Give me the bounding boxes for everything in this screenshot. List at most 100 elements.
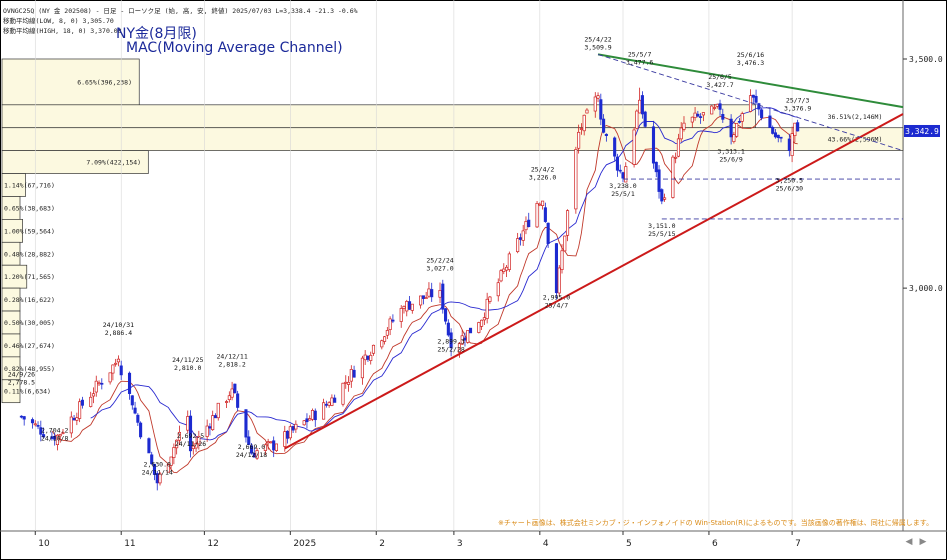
volume-profile-label: 1.20%(71,565): [4, 273, 55, 281]
candle-body: [712, 107, 717, 109]
price-annotation: 3,250.5: [776, 176, 803, 184]
candle-body: [488, 296, 492, 302]
candle-body: [139, 422, 143, 438]
candle-body: [679, 127, 683, 140]
candle-body: [385, 330, 389, 336]
candle-body: [366, 355, 370, 360]
price-annotation: 2,630.0: [144, 461, 171, 469]
volume-profile-label: 0.50%(30,005): [4, 319, 55, 327]
price-annotation: 3,151.0: [648, 222, 675, 230]
candle-body: [177, 431, 181, 441]
candle-body: [621, 172, 625, 179]
candle-body: [430, 289, 434, 298]
candle-body: [560, 250, 564, 270]
candle-body: [574, 149, 578, 210]
price-annotation: 3,027.0: [426, 265, 453, 273]
candle-body: [579, 128, 583, 130]
candle-body: [496, 282, 500, 297]
candle-body: [330, 397, 334, 406]
candle-body: [596, 95, 600, 99]
candle-body: [632, 129, 636, 165]
candle-body: [424, 297, 428, 299]
price-annotation: 3,376.9: [784, 104, 811, 112]
scroll-right-icon[interactable]: ▶: [919, 537, 927, 547]
candle-body: [291, 426, 295, 431]
y-tick-label: 3,500.0: [909, 55, 943, 64]
candle-body: [748, 95, 753, 112]
chart-title: NY金(8月限): [116, 26, 197, 42]
chart-subtitle: MAC(Moving Average Channel): [126, 40, 343, 56]
candle-body: [438, 290, 442, 298]
candle-body: [75, 417, 79, 421]
scroll-left-icon[interactable]: ◀: [905, 537, 913, 547]
candle-body: [42, 434, 46, 438]
candle-body: [399, 308, 403, 322]
candle-body: [324, 403, 328, 406]
candle-body: [244, 409, 248, 438]
candle-body: [541, 200, 545, 206]
candle-body: [796, 122, 800, 132]
volume-profile-label: 1.14%(67,716): [4, 182, 55, 190]
price-annotation: 2,810.0: [174, 364, 201, 372]
candle-body: [116, 358, 120, 363]
candle-body: [89, 396, 93, 407]
candle-body: [793, 122, 797, 136]
candle-body: [676, 138, 680, 157]
price-annotation: 25/4/7: [545, 301, 569, 309]
candle-body: [640, 95, 644, 115]
candle-body: [787, 138, 791, 151]
candle-body: [557, 267, 561, 294]
candle-body: [660, 189, 664, 202]
candle-body: [225, 401, 229, 403]
volume-profile-label: 0.82%(48,955): [4, 365, 55, 373]
volume-profile-bar: [1, 379, 21, 404]
candle-body: [768, 115, 772, 128]
candle-body: [563, 235, 567, 252]
price-annotation: 25/5/1: [611, 190, 635, 198]
candle-body: [543, 207, 547, 222]
price-annotation: 3,238.0: [609, 182, 636, 190]
candle-body: [693, 112, 697, 118]
price-annotation: 3,226.0: [529, 174, 556, 182]
candle-body: [718, 103, 722, 110]
candle-body: [421, 295, 425, 299]
candle-body: [55, 434, 59, 446]
x-tick-label: 11: [124, 539, 135, 549]
candle-body: [482, 317, 486, 321]
price-annotation: 25/6/16: [737, 51, 764, 59]
candle-body: [136, 414, 140, 423]
candle-body: [310, 410, 315, 420]
price-annotation: 2,886.4: [105, 329, 132, 337]
price-annotation: 3,509.9: [584, 43, 611, 51]
candle-body: [230, 388, 234, 398]
volume-profile-bar: [1, 150, 149, 174]
x-tick-label: 4: [543, 539, 549, 549]
candle-body: [255, 450, 259, 459]
candle-body: [757, 103, 761, 110]
candle-body: [524, 221, 528, 231]
volume-profile-label: 0.48%(28,882): [4, 250, 55, 258]
candle-body: [566, 210, 570, 236]
volume-profile-label: 1.00%(59,564): [4, 227, 55, 235]
candle-body: [78, 401, 82, 419]
price-annotation: 2,818.2: [218, 360, 245, 368]
ma-low-line: [51, 116, 798, 474]
candle-body: [516, 238, 520, 253]
x-tick-label: 7: [795, 539, 801, 549]
candle-body: [696, 113, 700, 117]
candle-body: [732, 134, 736, 142]
last-price-label: 3,342.9: [905, 127, 939, 136]
candle-body: [773, 132, 778, 138]
candle-body: [352, 369, 356, 378]
candle-body: [272, 440, 276, 451]
x-tick-label: 3: [457, 539, 463, 549]
price-annotation: 3,313.1: [717, 148, 744, 156]
candle-body: [585, 109, 589, 114]
candle-body: [233, 383, 237, 394]
price-annotation: 2,995.0: [543, 293, 570, 301]
candle-body: [39, 427, 43, 435]
candle-body: [50, 436, 54, 439]
candle-body: [327, 402, 331, 406]
candle-body: [263, 444, 267, 451]
